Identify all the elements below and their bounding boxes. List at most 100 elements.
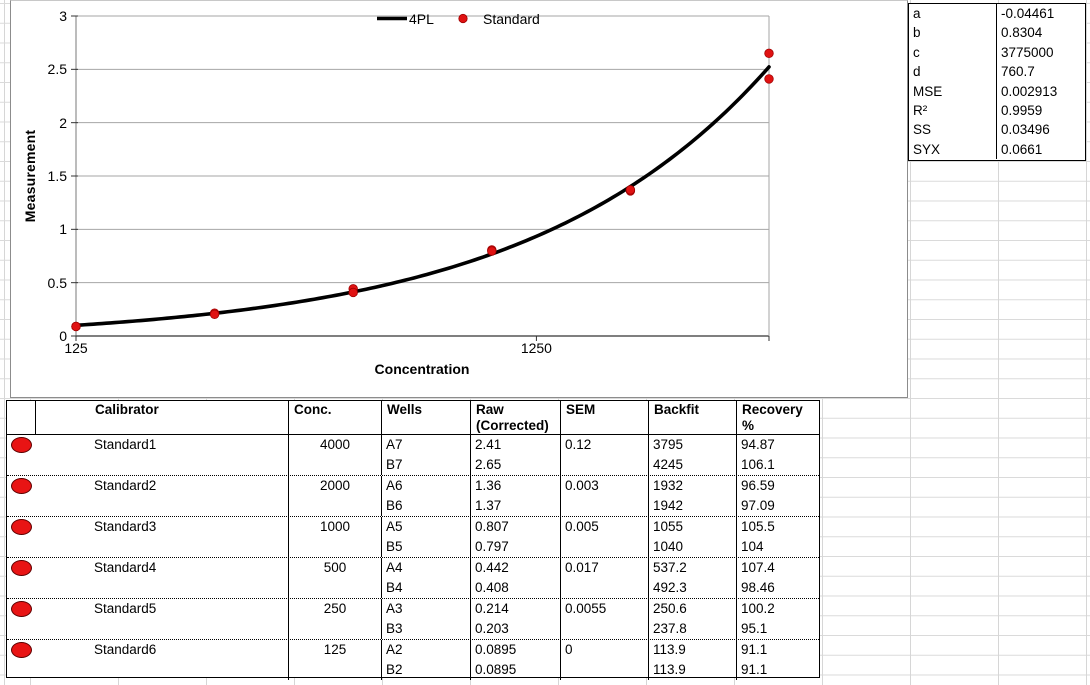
fit-param-row[interactable]: a -0.04461 <box>909 4 1085 24</box>
sem-value: 0 <box>565 642 573 657</box>
well-id: A2 <box>386 642 403 657</box>
cell-raw[interactable]: 1.36 1.37 <box>470 476 560 516</box>
cell-conc[interactable]: 4000 <box>288 435 381 475</box>
y-tick-label: 0 <box>59 328 67 344</box>
fit-curve-4pl <box>74 65 771 328</box>
cell-wells[interactable]: A4 B4 <box>381 558 470 598</box>
cell-sem[interactable]: 0 <box>560 640 648 680</box>
cell-calibrator[interactable]: Standard3 <box>35 517 288 557</box>
fit-param-value: -0.04461 <box>996 4 1085 24</box>
conc-value: 500 <box>323 560 347 575</box>
cell-backfit[interactable]: 1055 1040 <box>648 517 736 557</box>
calibrator-name: Standard2 <box>94 478 157 493</box>
cell-backfit[interactable]: 1932 1942 <box>648 476 736 516</box>
recovery-value: 106.1 <box>741 457 775 472</box>
fit-param-row[interactable]: c 3775000 <box>909 42 1085 63</box>
standard-marker-icon[interactable] <box>11 560 32 576</box>
cell-recovery[interactable]: 96.59 97.09 <box>736 476 819 516</box>
standard-group: Standard6 125 A2 B2 0.0895 0.0895 0 113.9 113.9 9… <box>7 640 819 680</box>
marker-cell <box>7 476 35 516</box>
cell-calibrator[interactable]: Standard6 <box>35 640 288 680</box>
fit-param-value: 3775000 <box>996 42 1085 63</box>
cell-calibrator[interactable]: Standard1 <box>35 435 288 475</box>
cell-sem[interactable]: 0.12 <box>560 435 648 475</box>
raw-value: 0.442 <box>475 560 509 575</box>
y-tick-label: 2 <box>59 114 67 131</box>
standard-marker-icon[interactable] <box>11 519 32 535</box>
x-axis-title: Concentration <box>374 361 470 377</box>
cell-conc[interactable]: 250 <box>288 599 381 639</box>
cell-raw[interactable]: 0.807 0.797 <box>470 517 560 557</box>
cell-sem[interactable]: 0.005 <box>560 517 648 557</box>
well-id: A6 <box>386 478 403 493</box>
cell-backfit[interactable]: 113.9 113.9 <box>648 640 736 680</box>
recovery-value: 107.4 <box>741 560 775 575</box>
well-id: B5 <box>386 539 403 554</box>
well-id: A4 <box>386 560 403 575</box>
recovery-value: 95.1 <box>741 621 768 636</box>
cell-recovery[interactable]: 94.87 106.1 <box>736 435 819 475</box>
fit-param-row[interactable]: MSE 0.002913 <box>909 81 1085 101</box>
cell-conc[interactable]: 500 <box>288 558 381 598</box>
cell-wells[interactable]: A3 B3 <box>381 599 470 639</box>
cell-wells[interactable]: A5 B5 <box>381 517 470 557</box>
calibration-results-table[interactable]: Calibrator Conc. Wells Raw (Corrected) S… <box>6 400 820 680</box>
recovery-value: 91.1 <box>741 662 768 677</box>
cell-raw[interactable]: 0.0895 0.0895 <box>470 640 560 680</box>
cell-raw[interactable]: 0.214 0.203 <box>470 599 560 639</box>
cell-raw[interactable]: 2.41 2.65 <box>470 435 560 475</box>
cell-wells[interactable]: A2 B2 <box>381 640 470 680</box>
cell-conc[interactable]: 2000 <box>288 476 381 516</box>
cell-wells[interactable]: A7 B7 <box>381 435 470 475</box>
cell-sem[interactable]: 0.003 <box>560 476 648 516</box>
fit-param-row[interactable]: R² 0.9959 <box>909 100 1085 121</box>
cell-backfit[interactable]: 3795 4245 <box>648 435 736 475</box>
standard-group: Standard5 250 A3 B3 0.214 0.203 0.0055 250.6 237… <box>7 599 819 640</box>
cell-recovery[interactable]: 107.4 98.46 <box>736 558 819 598</box>
backfit-value: 492.3 <box>653 580 687 595</box>
calibration-chart[interactable]: Measurement Concentration 4PL Standard 0… <box>10 0 908 398</box>
cell-backfit[interactable]: 250.6 237.8 <box>648 599 736 639</box>
standard-marker-icon[interactable] <box>11 642 32 658</box>
standard-marker-icon[interactable] <box>11 478 32 494</box>
fit-param-row[interactable]: SYX 0.0661 <box>909 139 1085 160</box>
conc-value: 2000 <box>319 478 351 493</box>
recovery-value: 105.5 <box>741 519 775 534</box>
cell-conc[interactable]: 125 <box>288 640 381 680</box>
fit-param-row[interactable]: d 760.7 <box>909 62 1085 82</box>
calibrator-name: Standard5 <box>94 601 157 616</box>
marker-cell <box>7 558 35 598</box>
fit-param-row[interactable]: b 0.8304 <box>909 23 1085 43</box>
cell-calibrator[interactable]: Standard2 <box>35 476 288 516</box>
standard-group: Standard3 1000 A5 B5 0.807 0.797 0.005 1055 1040… <box>7 517 819 558</box>
cell-calibrator[interactable]: Standard5 <box>35 599 288 639</box>
column-header-raw: Raw (Corrected) <box>470 401 560 434</box>
standard-data-point <box>625 185 636 195</box>
fit-param-row[interactable]: SS 0.03496 <box>909 120 1085 140</box>
recovery-value: 104 <box>741 539 764 554</box>
legend-4pl-label: 4PL <box>409 11 434 27</box>
cell-raw[interactable]: 0.442 0.408 <box>470 558 560 598</box>
cell-recovery[interactable]: 100.2 95.1 <box>736 599 819 639</box>
marker-cell <box>7 599 35 639</box>
well-id: B6 <box>386 498 403 513</box>
chart-canvas <box>71 13 774 341</box>
marker-cell <box>7 435 35 475</box>
raw-value: 2.41 <box>475 437 502 452</box>
cell-conc[interactable]: 1000 <box>288 517 381 557</box>
cell-sem[interactable]: 0.0055 <box>560 599 648 639</box>
fit-parameters-table[interactable]: a -0.04461 b 0.8304 c 3775000 d 760.7 MSE 0.00291… <box>908 3 1086 161</box>
cell-calibrator[interactable]: Standard4 <box>35 558 288 598</box>
backfit-value: 237.8 <box>653 621 687 636</box>
fit-param-value: 0.0661 <box>996 139 1085 160</box>
standard-marker-icon[interactable] <box>11 601 32 617</box>
well-id: A3 <box>386 601 403 616</box>
cell-recovery[interactable]: 105.5 104 <box>736 517 819 557</box>
cell-sem[interactable]: 0.017 <box>560 558 648 598</box>
sem-value: 0.003 <box>565 478 599 493</box>
standard-marker-icon[interactable] <box>11 437 32 453</box>
cell-recovery[interactable]: 91.1 91.1 <box>736 640 819 680</box>
cell-backfit[interactable]: 537.2 492.3 <box>648 558 736 598</box>
results-table-header: Calibrator Conc. Wells Raw (Corrected) S… <box>7 401 819 435</box>
cell-wells[interactable]: A6 B6 <box>381 476 470 516</box>
